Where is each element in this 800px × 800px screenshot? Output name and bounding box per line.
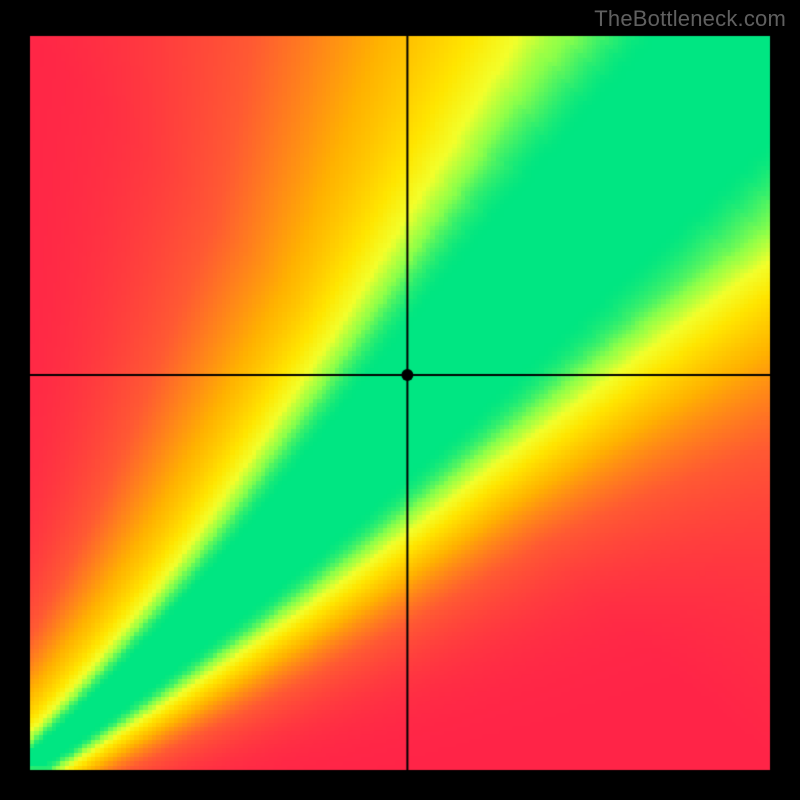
- chart-container: { "watermark": { "text": "TheBottleneck.…: [0, 0, 800, 800]
- watermark-text: TheBottleneck.com: [594, 6, 786, 32]
- bottleneck-heatmap: [0, 0, 800, 800]
